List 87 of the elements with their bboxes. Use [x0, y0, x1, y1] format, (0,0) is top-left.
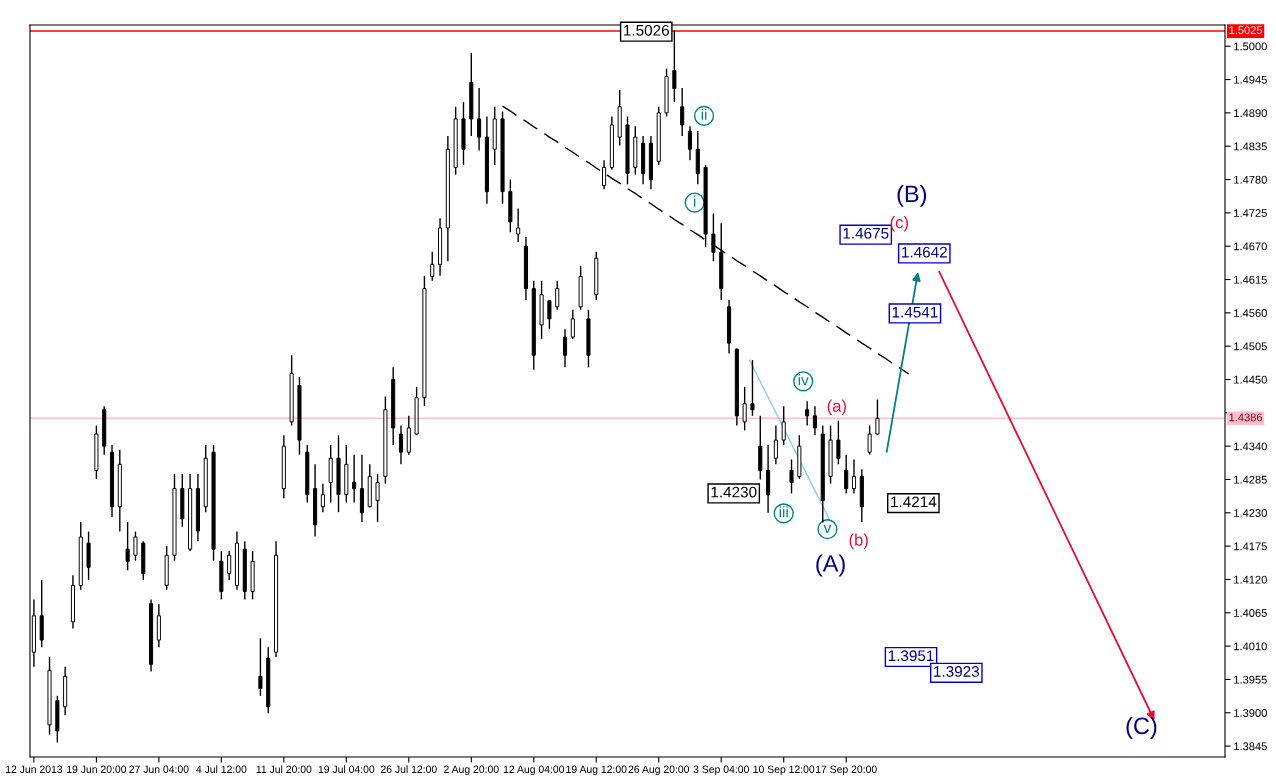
y-tick-label: 1.5000	[1234, 42, 1267, 51]
candlestick	[547, 299, 552, 330]
ref-line-label: 1.4386	[1229, 413, 1263, 422]
annotation: 1.3923	[934, 666, 980, 677]
annotation: (C)	[1126, 716, 1157, 739]
x-tick-label: 26 Aug 20:00	[628, 765, 690, 776]
candlestick	[562, 328, 568, 369]
candlestick	[555, 280, 560, 311]
x-tick-label: 19 Jul 04:00	[318, 765, 375, 773]
y-tick-label: 1.4340	[1234, 442, 1267, 451]
x-tick-label: 4 Jul 12:00	[196, 765, 247, 773]
y-tick-label: 1.4890	[1234, 109, 1267, 117]
y-tick-label: 1.4285	[1234, 475, 1267, 484]
candlestick	[375, 473, 380, 523]
annotation: 1.5026	[624, 24, 669, 36]
candlestick	[602, 159, 607, 190]
annotation: 1.4214	[891, 496, 937, 508]
y-tick-label: 1.4065	[1234, 609, 1267, 617]
candlestick	[742, 386, 747, 432]
candlestick	[836, 419, 841, 466]
annotation: (B)	[897, 184, 927, 207]
annotation: 1.4675	[843, 227, 889, 239]
x-tick-label: 26 Jul 12:00	[380, 765, 437, 773]
candlestick	[812, 405, 817, 436]
y-tick-label: 1.4670	[1234, 242, 1267, 251]
x-tick-label: 2 Aug 20:00	[444, 765, 499, 776]
candlestick	[125, 521, 130, 572]
annotation: 1.4541	[892, 306, 938, 318]
candlestick	[227, 550, 232, 581]
y-tick-label: 1.3845	[1234, 742, 1267, 751]
x-tick-label: 10 Sep 12:00	[753, 765, 815, 776]
x-tick-label: 27 Jun 04:00	[129, 765, 189, 773]
annotation: ii	[701, 108, 707, 120]
annotation: iii	[779, 506, 788, 518]
candlestick	[430, 250, 435, 282]
candlestick	[851, 458, 857, 495]
y-tick-label: 1.4175	[1234, 542, 1267, 551]
annotation: (a)	[827, 399, 846, 416]
candlestick	[133, 530, 138, 562]
candlestick	[687, 125, 693, 161]
candlestick	[867, 424, 872, 456]
y-tick-label: 1.4505	[1234, 342, 1267, 351]
y-tick-label: 1.4230	[1234, 509, 1267, 517]
y-tick-label: 1.4120	[1234, 575, 1267, 584]
y-tick-label: 1.4835	[1234, 142, 1267, 151]
candlestick	[805, 400, 810, 427]
candlestick	[875, 398, 880, 436]
y-tick-label: 1.4780	[1234, 175, 1267, 184]
x-tick-label: 12 Aug 04:00	[503, 765, 565, 776]
candlestick	[750, 359, 755, 417]
y-tick-label: 1.4945	[1234, 75, 1267, 84]
candlestick	[789, 458, 794, 495]
ref-line-label: 1.5025	[1229, 26, 1263, 35]
candlestick	[516, 207, 521, 243]
y-tick-label: 1.4450	[1234, 375, 1267, 384]
candlestick	[352, 453, 357, 504]
annotation: 1.4642	[902, 246, 947, 258]
y-tick-label: 1.4615	[1234, 275, 1267, 284]
candlestick	[320, 483, 325, 513]
candlestick	[398, 424, 404, 466]
candlestick	[258, 637, 263, 697]
x-tick-label: 12 Jun 2013	[6, 765, 63, 773]
annotation: v	[823, 525, 832, 534]
y-tick-label: 1.4725	[1234, 209, 1267, 217]
x-tick-label: 11 Jul 20:00	[256, 765, 312, 773]
annotation: (A)	[816, 554, 845, 577]
candlestick	[570, 309, 575, 340]
y-tick-label: 1.4010	[1234, 642, 1267, 651]
y-tick-label: 1.3955	[1234, 675, 1267, 684]
annotation: 1.3951	[888, 650, 934, 662]
annotation: i	[693, 195, 696, 207]
candlestick	[781, 405, 786, 446]
x-tick-label: 17 Sep 20:00	[816, 765, 877, 776]
x-tick-label: 19 Jun 20:00	[67, 765, 127, 773]
y-tick-label: 1.3900	[1234, 709, 1267, 717]
candlestick	[477, 87, 482, 152]
candlestick	[680, 87, 685, 137]
annotation: (c)	[890, 215, 908, 232]
annotation: iv	[798, 374, 809, 386]
annotation: (b)	[849, 533, 868, 550]
candlestick	[711, 212, 716, 263]
x-tick-label: 3 Sep 04:00	[693, 765, 749, 776]
x-tick-label: 19 Aug 12:00	[566, 765, 627, 776]
candlestick	[844, 453, 849, 495]
annotation: 1.4230	[711, 486, 757, 498]
candlestick	[773, 424, 778, 466]
y-tick-label: 1.4560	[1234, 309, 1267, 317]
